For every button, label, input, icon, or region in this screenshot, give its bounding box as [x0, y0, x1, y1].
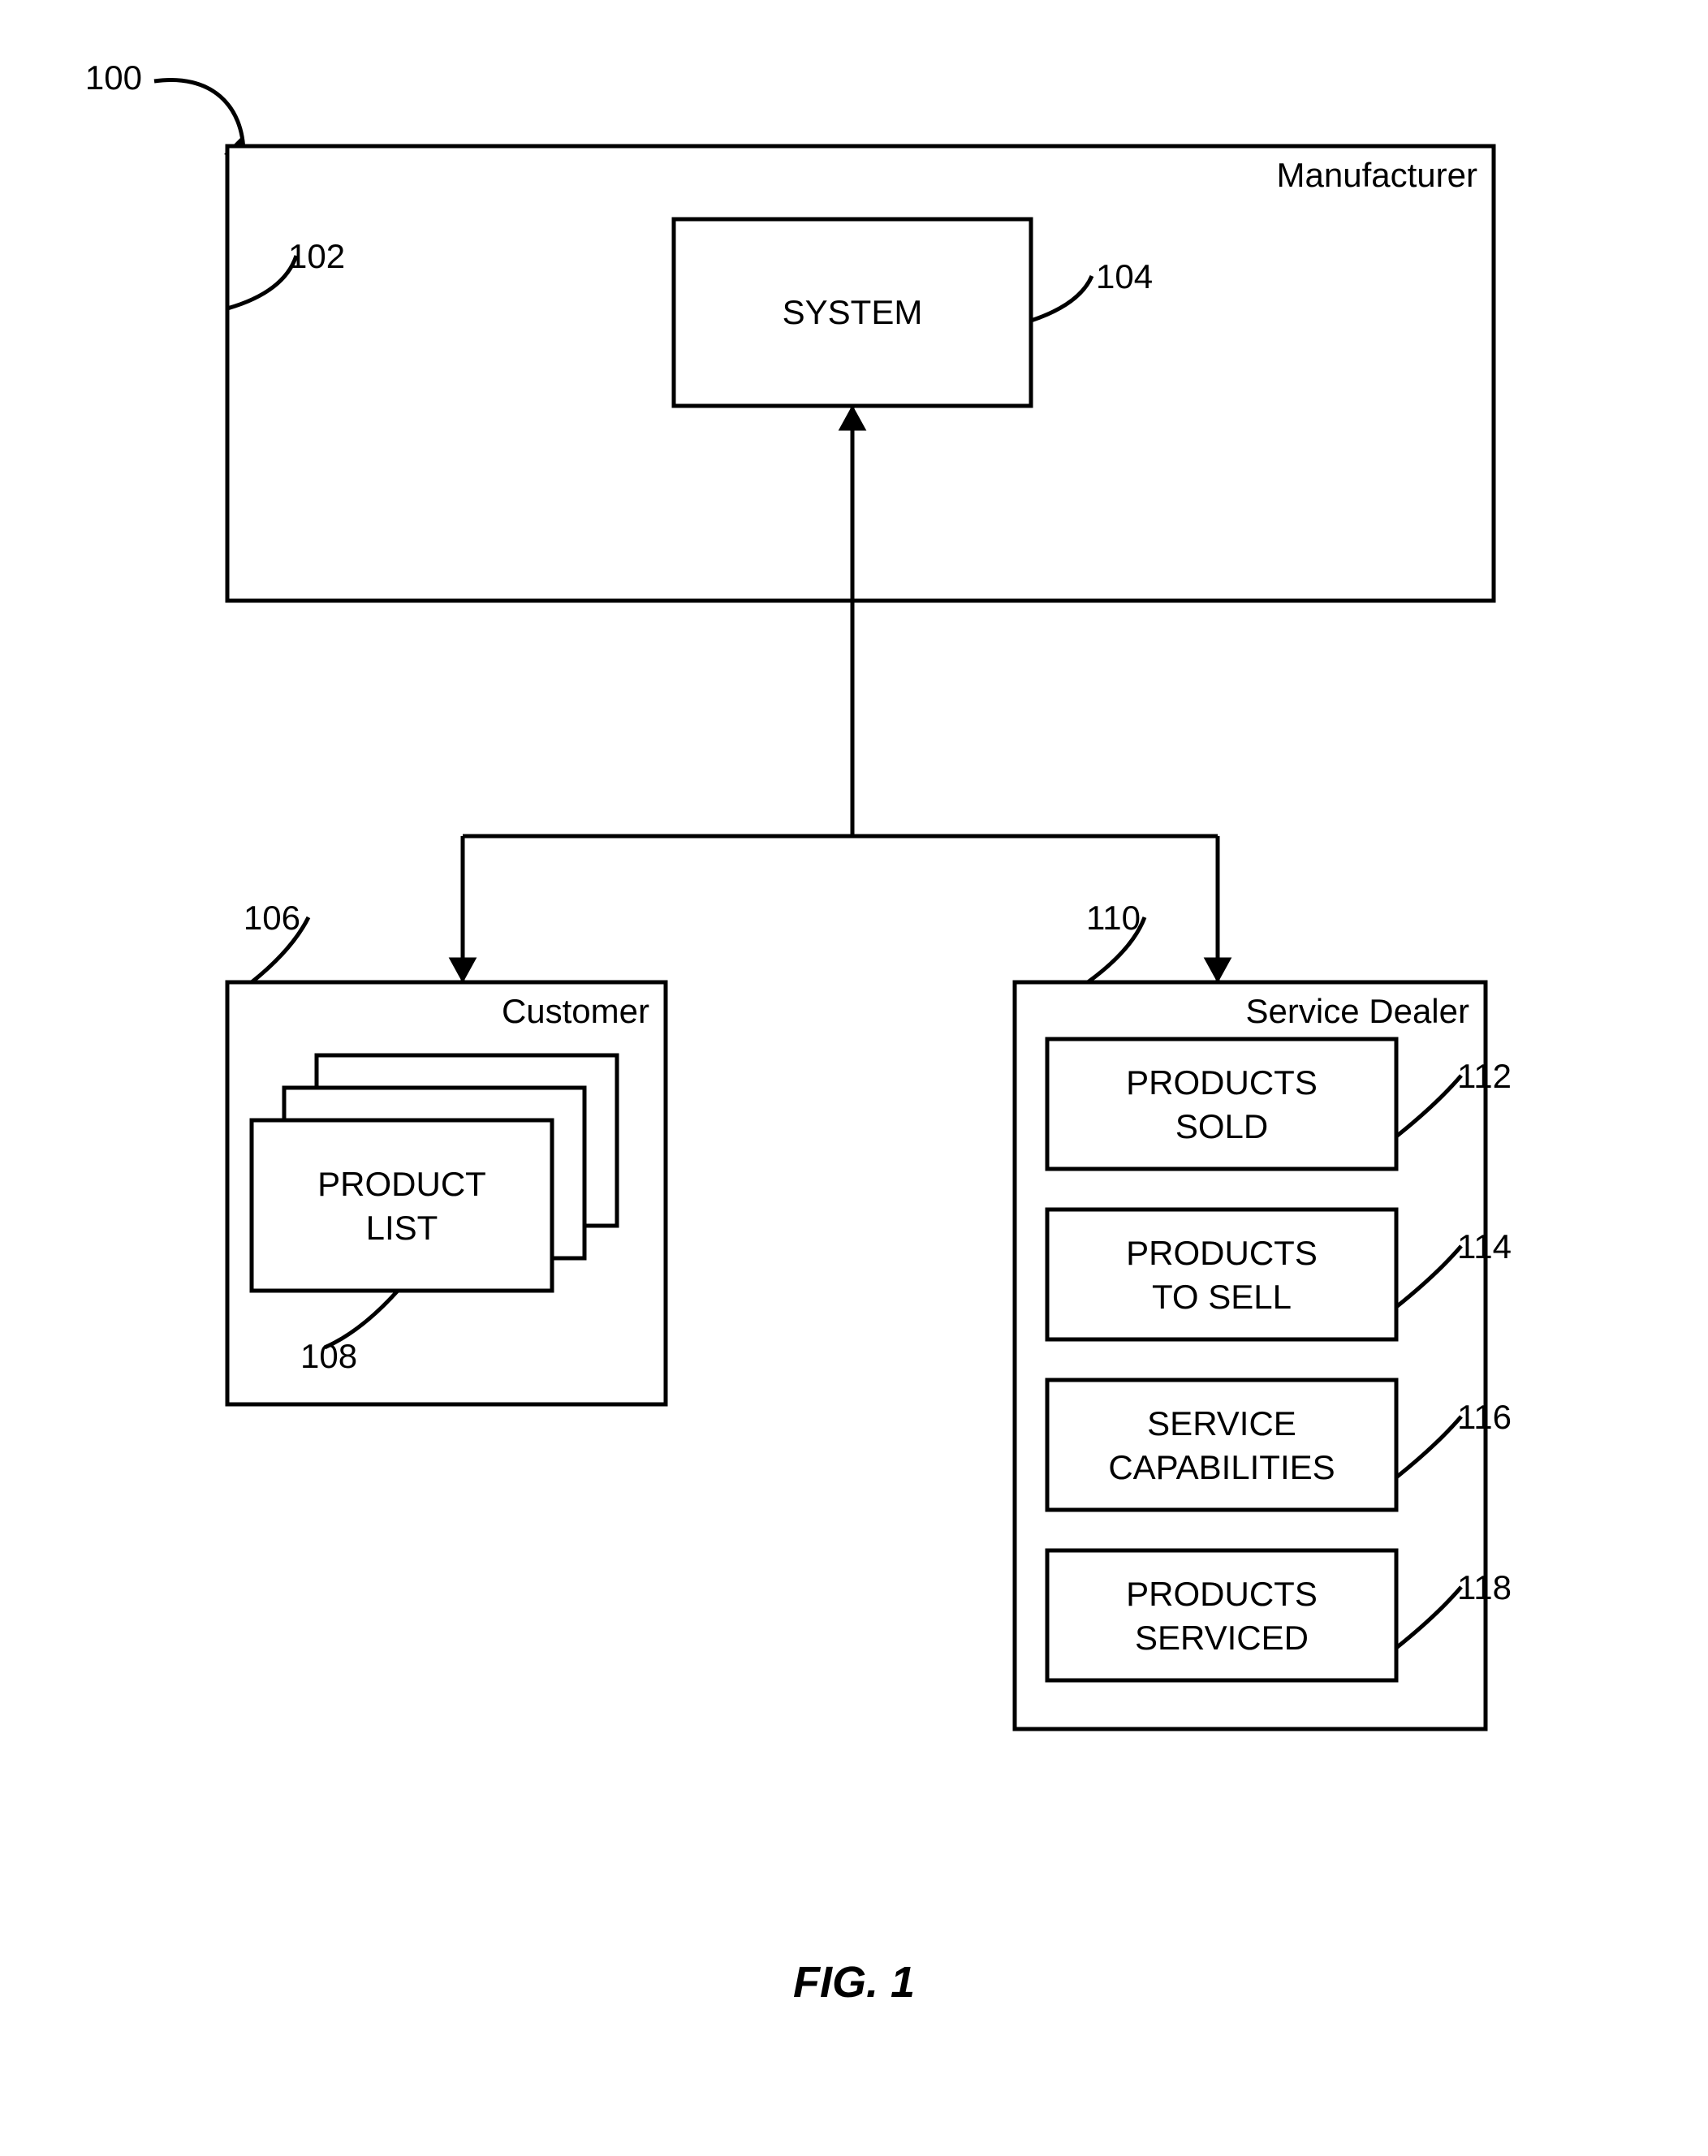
dealer-item-0-line2: SOLD [1175, 1107, 1268, 1145]
dealer-item-box-0 [1047, 1039, 1396, 1169]
ref-102: 102 [288, 237, 345, 275]
dealer-item-1-line2: TO SELL [1152, 1278, 1292, 1316]
customer-title: Customer [502, 992, 649, 1030]
product-list-label-1: PRODUCT [317, 1165, 486, 1203]
ref-108: 108 [300, 1337, 357, 1375]
dealer-item-1-line1: PRODUCTS [1126, 1234, 1318, 1272]
service-dealer-title: Service Dealer [1246, 992, 1469, 1030]
ref-100: 100 [85, 58, 142, 97]
manufacturer-title: Manufacturer [1277, 156, 1477, 194]
figure-label: FIG. 1 [793, 1958, 915, 2007]
dealer-item-2-line1: SERVICE [1147, 1404, 1296, 1442]
arrow-dealer-down [1205, 958, 1231, 982]
dealer-item-box-1 [1047, 1210, 1396, 1339]
ref-114: 114 [1457, 1227, 1512, 1266]
ref-104: 104 [1096, 257, 1153, 295]
product-list-sheet-1 [252, 1120, 552, 1291]
dealer-item-box-3 [1047, 1550, 1396, 1680]
dealer-item-box-2 [1047, 1380, 1396, 1510]
root-ref-lead [154, 80, 244, 154]
system-label: SYSTEM [783, 293, 923, 331]
ref-106: 106 [244, 899, 300, 937]
product-list-label-2: LIST [366, 1209, 438, 1247]
dealer-item-3-line1: PRODUCTS [1126, 1575, 1318, 1613]
dealer-item-0-line1: PRODUCTS [1126, 1063, 1318, 1102]
ref-110: 110 [1086, 899, 1141, 937]
ref-116: 116 [1457, 1398, 1512, 1436]
arrow-customer-down [450, 958, 477, 982]
dealer-item-2-line2: CAPABILITIES [1108, 1448, 1335, 1486]
ref-118: 118 [1457, 1568, 1512, 1606]
ref-112: 112 [1457, 1057, 1512, 1095]
dealer-item-3-line2: SERVICED [1135, 1619, 1309, 1657]
